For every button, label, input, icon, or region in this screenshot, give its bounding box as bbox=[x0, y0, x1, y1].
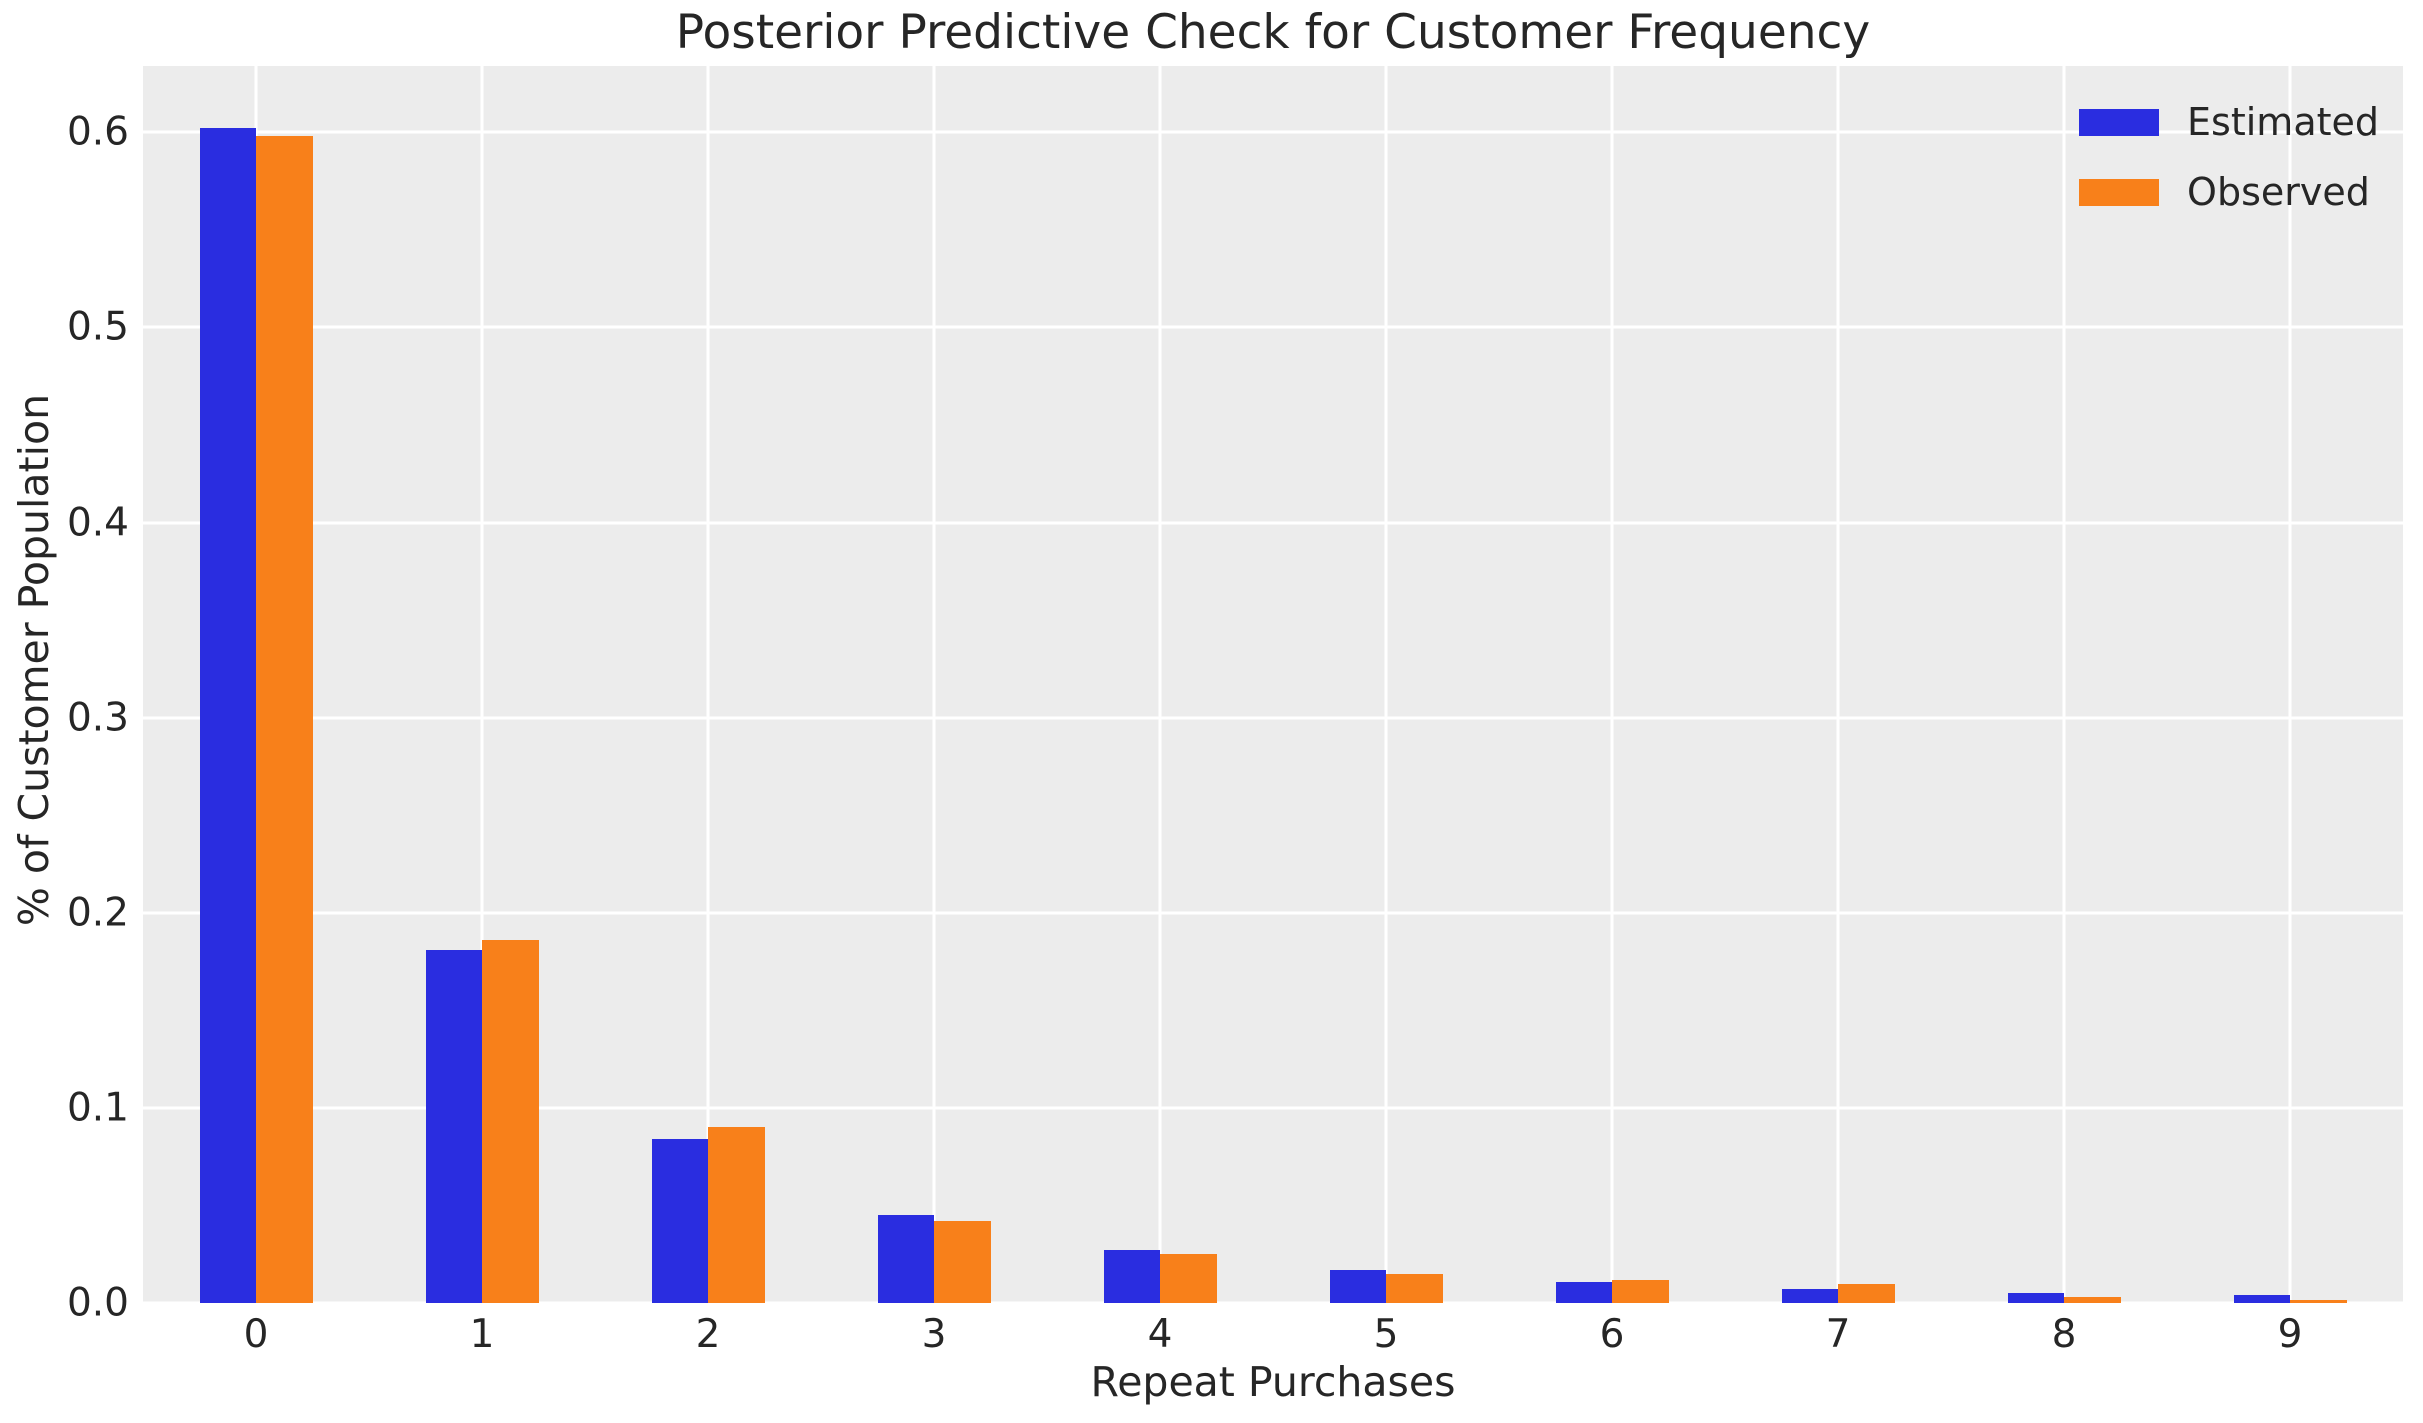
bar-estimated-4 bbox=[1103, 1250, 1160, 1303]
legend-item-estimated: Estimated bbox=[2079, 100, 2379, 144]
gridline-v-9 bbox=[2288, 66, 2292, 1303]
x-tick-3: 3 bbox=[921, 1312, 947, 1357]
bar-groups bbox=[143, 66, 2403, 1303]
bar-pair-0 bbox=[199, 66, 313, 1303]
bar-estimated-9 bbox=[2233, 1295, 2290, 1303]
bar-estimated-8 bbox=[2007, 1293, 2064, 1303]
gridline-v-6 bbox=[1610, 66, 1614, 1303]
bar-pair-4 bbox=[1103, 66, 1217, 1303]
bar-estimated-6 bbox=[1555, 1281, 1612, 1303]
x-tick-2: 2 bbox=[695, 1312, 721, 1357]
legend-swatch-estimated bbox=[2079, 108, 2160, 136]
bar-estimated-1 bbox=[425, 949, 482, 1303]
bar-observed-1 bbox=[482, 940, 539, 1303]
gridline-h-0.5 bbox=[143, 325, 2403, 329]
bar-group-7 bbox=[1725, 66, 1951, 1303]
bar-observed-8 bbox=[2064, 1297, 2121, 1303]
y-tick-0.5: 0.5 bbox=[66, 304, 129, 350]
bar-pair-3 bbox=[877, 66, 991, 1303]
gridline-v-5 bbox=[1384, 66, 1388, 1303]
bar-pair-9 bbox=[2233, 66, 2347, 1303]
gridline-v-7 bbox=[1836, 66, 1840, 1303]
y-tick-0.0: 0.0 bbox=[66, 1280, 129, 1326]
bar-observed-4 bbox=[1160, 1254, 1217, 1303]
bar-observed-2 bbox=[708, 1127, 765, 1303]
x-tick-7: 7 bbox=[1825, 1312, 1851, 1357]
gridline-h-0.3 bbox=[143, 716, 2403, 720]
gridline-v-3 bbox=[932, 66, 936, 1303]
y-tick-0.3: 0.3 bbox=[66, 695, 129, 741]
legend-label-observed: Observed bbox=[2187, 170, 2370, 214]
bar-observed-7 bbox=[1838, 1284, 1895, 1303]
gridline-v-4 bbox=[1158, 66, 1162, 1303]
gridline-h-0.1 bbox=[143, 1106, 2403, 1110]
bar-pair-1 bbox=[425, 66, 539, 1303]
bar-group-2 bbox=[595, 66, 821, 1303]
bar-group-0 bbox=[143, 66, 369, 1303]
bar-observed-5 bbox=[1386, 1273, 1443, 1303]
x-axis-label: Repeat Purchases bbox=[1090, 1358, 1456, 1406]
x-tick-labels: 0 1 2 3 4 5 6 7 8 9 bbox=[143, 1312, 2403, 1357]
x-tick-9: 9 bbox=[2277, 1312, 2303, 1357]
plot-area: Estimated Observed bbox=[143, 66, 2403, 1305]
x-tick-1: 1 bbox=[469, 1312, 495, 1357]
x-tick-6: 6 bbox=[1599, 1312, 1625, 1357]
legend-swatch-observed bbox=[2079, 178, 2160, 206]
legend-item-observed: Observed bbox=[2079, 170, 2379, 214]
y-axis-label: % of Customer Population bbox=[10, 393, 58, 927]
x-tick-0: 0 bbox=[243, 1312, 269, 1357]
bar-observed-0 bbox=[256, 136, 313, 1303]
bar-observed-9 bbox=[2290, 1300, 2347, 1303]
bar-pair-5 bbox=[1329, 66, 1443, 1303]
y-tick-0.2: 0.2 bbox=[66, 890, 129, 936]
bar-estimated-7 bbox=[1781, 1289, 1838, 1303]
bar-estimated-2 bbox=[651, 1139, 708, 1303]
bar-pair-8 bbox=[2007, 66, 2121, 1303]
bar-group-5 bbox=[1273, 66, 1499, 1303]
bar-group-8 bbox=[1951, 66, 2177, 1303]
gridline-v-2 bbox=[706, 66, 710, 1303]
bar-observed-6 bbox=[1612, 1279, 1669, 1303]
x-tick-4: 4 bbox=[1147, 1312, 1173, 1357]
gridline-h-0.2 bbox=[143, 911, 2403, 915]
bar-group-1 bbox=[369, 66, 595, 1303]
bar-pair-6 bbox=[1555, 66, 1669, 1303]
chart-title: Posterior Predictive Check for Customer … bbox=[675, 5, 1871, 60]
gridline-h-0.6 bbox=[143, 130, 2403, 134]
gridline-h-0.4 bbox=[143, 521, 2403, 525]
bar-group-3 bbox=[821, 66, 1047, 1303]
bar-estimated-3 bbox=[877, 1215, 934, 1303]
bar-group-6 bbox=[1499, 66, 1725, 1303]
bar-group-4 bbox=[1047, 66, 1273, 1303]
bar-group-9 bbox=[2177, 66, 2403, 1303]
legend-label-estimated: Estimated bbox=[2187, 100, 2379, 144]
bar-observed-3 bbox=[934, 1221, 991, 1303]
x-tick-8: 8 bbox=[2051, 1312, 2077, 1357]
gridline-h-0.0 bbox=[143, 1301, 2403, 1305]
y-tick-0.6: 0.6 bbox=[66, 109, 129, 155]
legend: Estimated Observed bbox=[2079, 100, 2379, 214]
bar-pair-2 bbox=[651, 66, 765, 1303]
bar-estimated-0 bbox=[199, 128, 256, 1303]
gridline-v-1 bbox=[480, 66, 484, 1303]
gridline-v-8 bbox=[2062, 66, 2066, 1303]
y-tick-0.1: 0.1 bbox=[66, 1085, 129, 1131]
y-tick-0.4: 0.4 bbox=[66, 500, 129, 546]
bar-pair-7 bbox=[1781, 66, 1895, 1303]
bar-estimated-5 bbox=[1329, 1269, 1386, 1303]
x-tick-5: 5 bbox=[1373, 1312, 1399, 1357]
